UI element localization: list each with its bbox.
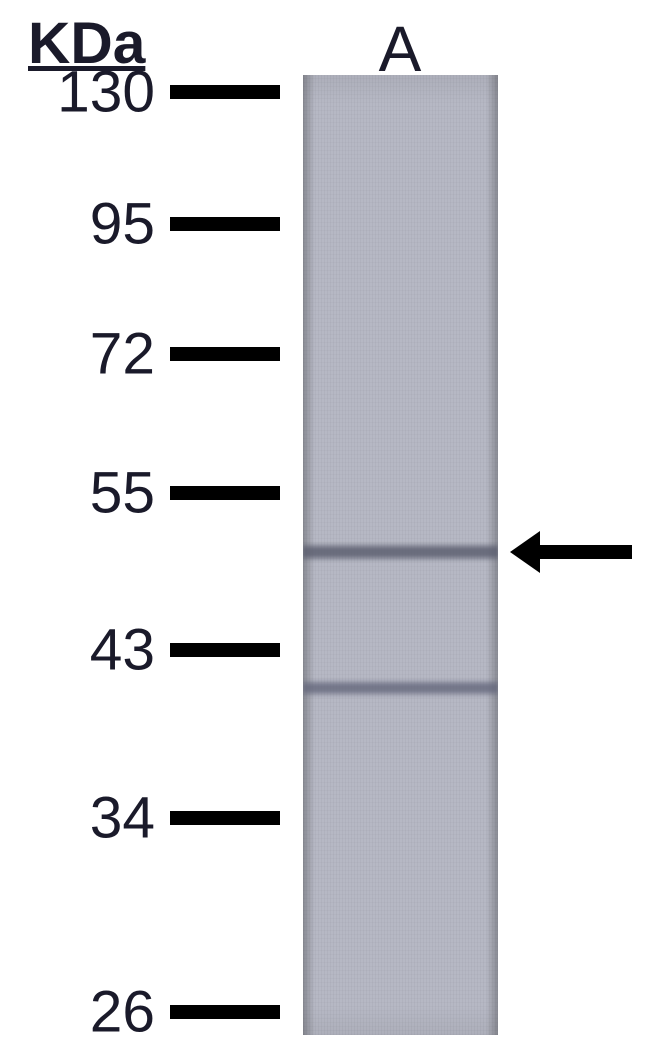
ladder-label-95: 95: [90, 191, 155, 258]
ladder-tick-130: [170, 85, 280, 99]
ladder-tick-55: [170, 486, 280, 500]
ladder-tick-72: [170, 347, 280, 361]
ladder-label-130: 130: [57, 59, 155, 126]
ladder-tick-43: [170, 643, 280, 657]
ladder-tick-95: [170, 217, 280, 231]
ladder-label-26: 26: [90, 979, 155, 1046]
band-2: [303, 679, 498, 697]
arrow-shaft: [540, 545, 632, 559]
ladder-tick-34: [170, 811, 280, 825]
ladder-label-43: 43: [90, 617, 155, 684]
ladder-label-72: 72: [90, 321, 155, 388]
arrow-head-icon: [510, 531, 540, 573]
band-1: [303, 542, 498, 562]
ladder-tick-26: [170, 1005, 280, 1019]
gel-lane: [303, 75, 498, 1035]
blot-figure: KDa A 130957255433426: [0, 0, 650, 1043]
ladder-label-34: 34: [90, 785, 155, 852]
ladder-label-55: 55: [90, 460, 155, 527]
